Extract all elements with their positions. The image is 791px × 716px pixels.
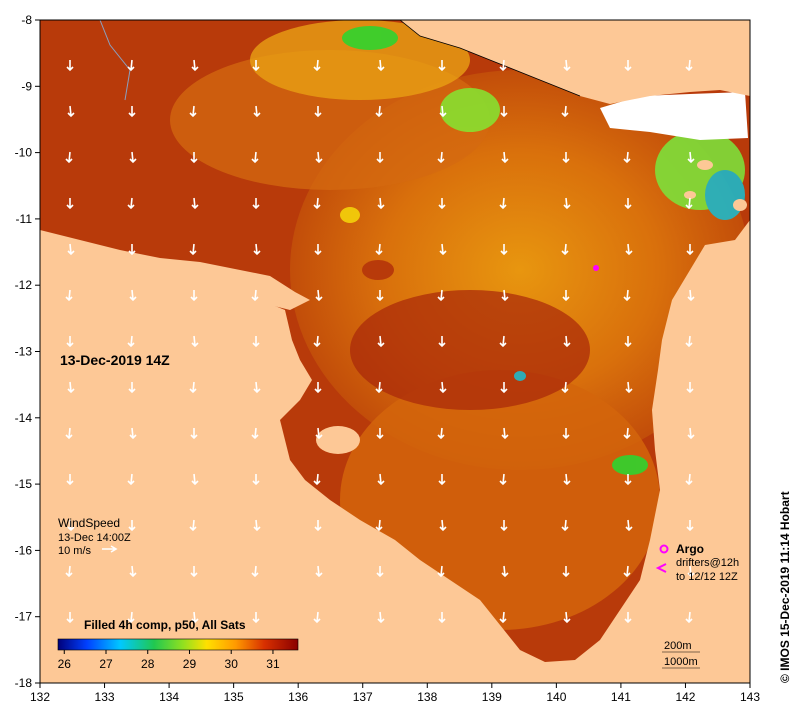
y-tick-label: -18 <box>15 676 33 690</box>
y-tick-label: -9 <box>21 79 32 93</box>
argo-label: Argo <box>676 542 704 556</box>
depth-200-label: 200m <box>664 640 692 652</box>
y-tick-label: -12 <box>15 278 33 292</box>
x-tick-label: 135 <box>224 690 244 704</box>
colorbar-tick-label: 29 <box>183 657 197 671</box>
date-label: 13-Dec-2019 14Z <box>60 352 170 368</box>
colorbar-tick-label: 31 <box>266 657 280 671</box>
y-tick-label: -15 <box>15 477 33 491</box>
y-tick-label: -13 <box>15 345 33 359</box>
drifters-label: drifters@12h <box>676 557 739 569</box>
y-axis: -8 -9 -10 -11 -12 -13 -14 -15 -16 -17 -18 <box>15 13 40 690</box>
colorbar-tick-label: 30 <box>225 657 239 671</box>
x-tick-label: 134 <box>159 690 179 704</box>
x-tick-label: 136 <box>288 690 308 704</box>
y-tick-label: -14 <box>15 411 33 425</box>
colorbar-tick-label: 27 <box>99 657 113 671</box>
x-tick-label: 142 <box>675 690 695 704</box>
x-tick-label: 133 <box>95 690 115 704</box>
y-tick-label: -8 <box>21 13 32 27</box>
y-tick-label: -10 <box>15 146 33 160</box>
x-tick-label: 138 <box>417 690 437 704</box>
y-tick-label: -11 <box>16 212 33 226</box>
wind-time: 13-Dec 14:00Z <box>58 532 131 544</box>
argo-float-marker <box>593 265 599 271</box>
y-tick-label: -17 <box>15 610 33 624</box>
colorbar-title: Filled 4h comp, p50, All Sats <box>84 618 246 632</box>
land-island-west <box>316 426 360 454</box>
wind-speed-title: WindSpeed <box>58 516 120 530</box>
wind-scale-label: 10 m/s <box>58 545 91 557</box>
colorbar-tick-label: 26 <box>58 657 72 671</box>
x-tick-label: 141 <box>611 690 631 704</box>
x-tick-label: 132 <box>30 690 50 704</box>
y-tick-label: -16 <box>15 543 33 557</box>
drifters-range: to 12/12 12Z <box>676 571 738 583</box>
credit-text: © IMOS 15-Dec-2019 11:14 Hobart <box>778 491 791 683</box>
x-tick-label: 137 <box>353 690 373 704</box>
x-tick-label: 139 <box>482 690 502 704</box>
land-island-mornington <box>362 260 394 280</box>
colorbar-bar <box>58 639 298 650</box>
x-tick-label: 143 <box>740 690 760 704</box>
x-tick-label: 140 <box>546 690 566 704</box>
gulf-sst-central <box>350 290 590 410</box>
depth-1000-label: 1000m <box>664 656 698 668</box>
colorbar-tick-label: 28 <box>141 657 155 671</box>
x-axis: 132 133 134 135 136 137 138 139 140 141 142 143 <box>30 683 760 704</box>
